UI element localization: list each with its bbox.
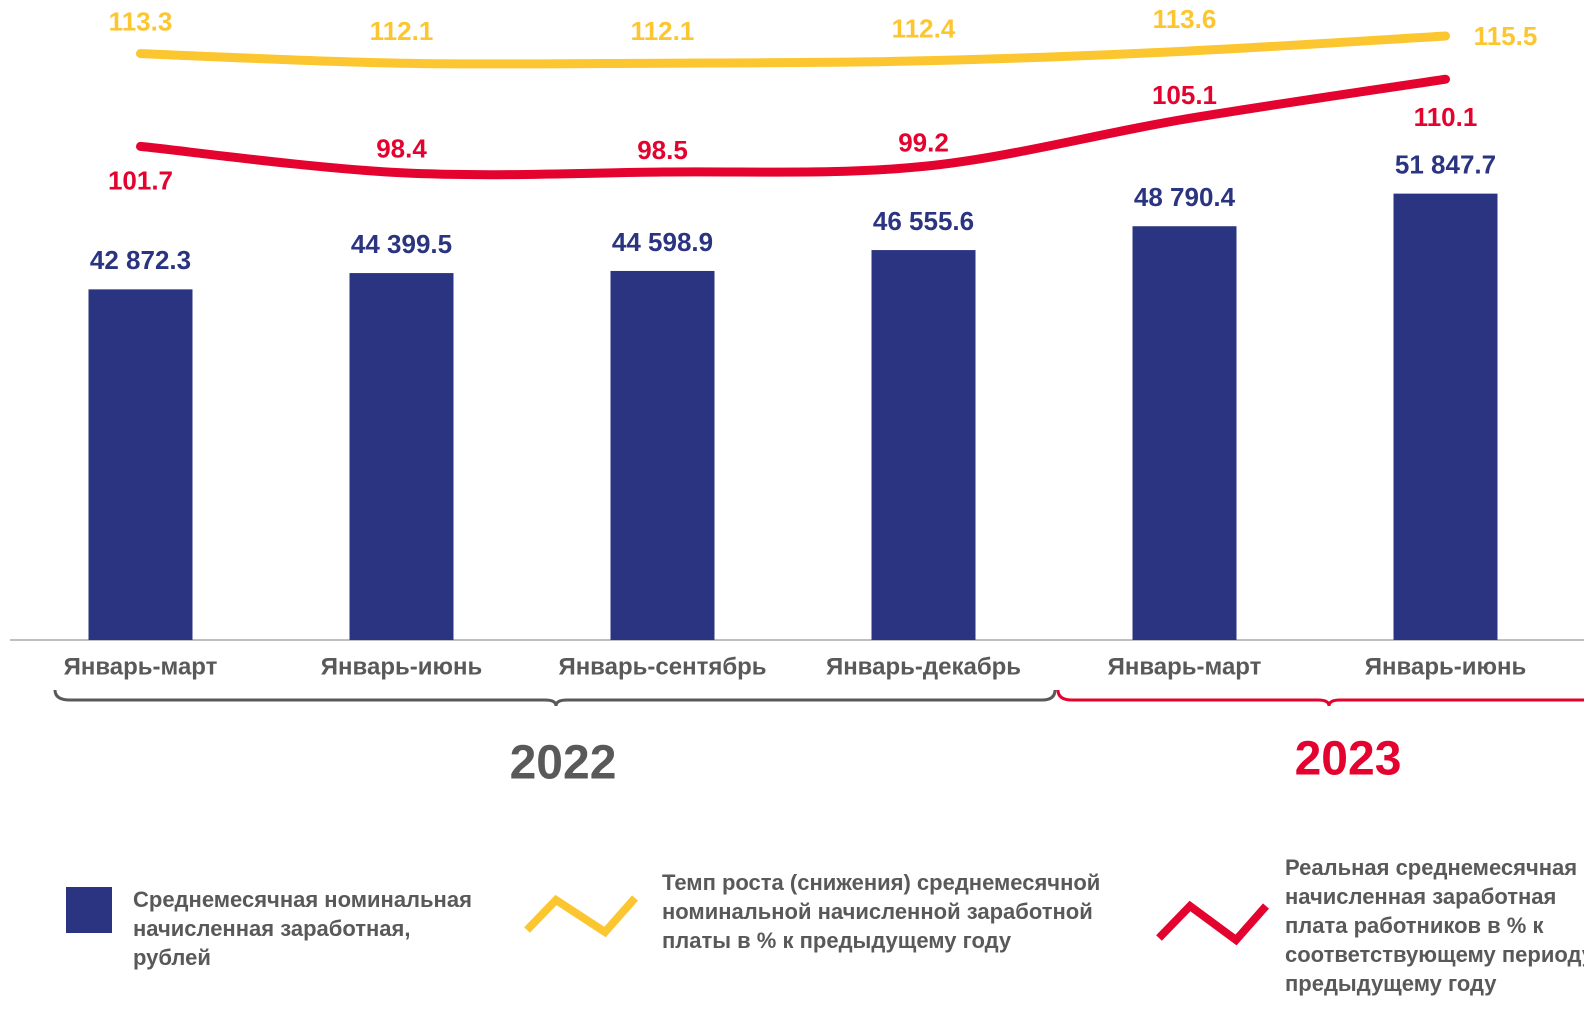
legend-label: Среднемесячная номинальная начисленная з…: [133, 887, 472, 970]
data-label: 113.3: [109, 6, 173, 36]
x-tick-label: Январь-июнь: [321, 653, 482, 680]
legend-label: Реальная среднемесячная начисленная зара…: [1285, 855, 1584, 996]
data-label: 113.6: [1153, 4, 1217, 34]
data-label: 99.2: [898, 127, 949, 157]
data-label: 115.5: [1474, 21, 1538, 51]
bar: [1393, 193, 1498, 641]
data-label: 112.1: [631, 16, 695, 46]
bar: [349, 273, 454, 640]
data-label: 48 790.4: [1134, 182, 1236, 212]
brace-2022: [53, 689, 1057, 707]
legend-swatch: [524, 894, 638, 938]
data-label: 98.5: [637, 135, 688, 165]
data-label: 51 847.7: [1395, 149, 1496, 179]
data-label: 105.1: [1152, 80, 1217, 110]
bar: [871, 250, 976, 640]
x-tick-label: Январь-сентябрь: [558, 653, 766, 680]
data-label: 44 598.9: [612, 227, 713, 257]
x-tick-label: Январь-март: [64, 653, 218, 680]
data-label: 98.4: [376, 134, 427, 164]
legend-swatch: [1156, 900, 1269, 946]
data-label: 46 555.6: [873, 206, 974, 236]
data-label: 42 872.3: [90, 245, 191, 275]
data-label: 112.4: [892, 14, 956, 44]
bar: [610, 270, 715, 640]
bar: [1132, 226, 1237, 641]
x-tick-label: Январь-декабрь: [826, 653, 1021, 680]
data-label: 101.7: [108, 165, 173, 195]
group-label: 2023: [1295, 733, 1402, 786]
data-label: 44 399.5: [351, 229, 452, 259]
data-label: 112.1: [370, 16, 434, 46]
legend-label: Темп роста (снижения) среднемесячной ном…: [662, 870, 1101, 953]
x-tick-label: Январь-март: [1108, 653, 1262, 680]
legend-swatch: [66, 887, 112, 933]
bar: [88, 289, 193, 640]
group-label: 2022: [510, 737, 617, 790]
line: [136, 74, 1450, 180]
x-tick-label: Январь-июнь: [1365, 653, 1526, 680]
line: [136, 31, 1450, 69]
brace-2023: [1056, 689, 1584, 707]
data-label: 110.1: [1414, 102, 1478, 132]
